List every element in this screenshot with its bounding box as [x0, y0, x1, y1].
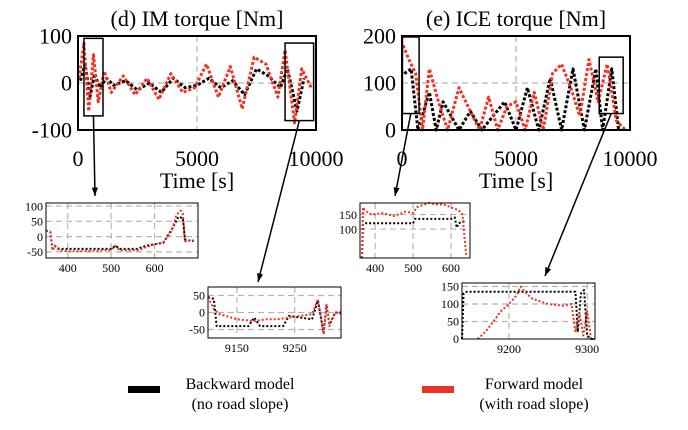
x-tick-label: 0 — [397, 146, 408, 171]
plot-frame — [461, 282, 596, 340]
chart-title: (e) ICE torque [Nm] — [426, 6, 606, 31]
y-tick-label: -100 — [32, 118, 72, 143]
zoom-arrow-head — [257, 273, 264, 282]
zoom-arrow-line — [394, 113, 412, 197]
x-tick-label: 9200 — [497, 342, 521, 356]
zoom-arrow-line — [92, 115, 96, 197]
x-axis-label: Time [s] — [160, 168, 234, 193]
series-line — [360, 216, 467, 259]
y-tick-label: 0 — [199, 306, 205, 320]
x-tick-label: 0 — [73, 146, 84, 171]
y-tick-label: 150 — [441, 280, 459, 294]
zoom-arrow-line — [544, 113, 612, 277]
plot-frame — [359, 202, 471, 259]
y-tick-label: 50 — [193, 289, 205, 303]
y-tick-label: -50 — [189, 323, 205, 337]
zoom-window-box — [83, 37, 104, 117]
y-tick-label: 0 — [453, 332, 459, 346]
zoom-arrow-head — [545, 267, 552, 276]
plot-frame — [77, 35, 317, 131]
legend-label-forward: Forward model (with road slope) — [460, 375, 608, 415]
y-tick-label: 100 — [441, 297, 459, 311]
x-tick-label: 400 — [59, 261, 77, 275]
legend-forward-line2: (with road slope) — [479, 396, 589, 413]
y-tick-label: 100 — [25, 199, 43, 213]
y-tick-label: 0 — [385, 118, 396, 143]
y-tick-label: 100 — [363, 71, 396, 96]
zoom-window-box — [401, 36, 420, 115]
chart-ice_main: 0 5000 10000 0 100 200 (e) ICE torque [Nm] Time… — [363, 6, 658, 193]
zoom-arrow-head — [393, 187, 400, 196]
y-tick-label: 100 — [339, 222, 357, 236]
legend-swatch-backward — [128, 386, 160, 393]
y-tick-label: 200 — [363, 24, 396, 49]
legend-backward-line1: Backward model — [185, 376, 295, 393]
series-line — [45, 209, 194, 253]
x-tick-label: 400 — [366, 261, 384, 275]
zoom-window-box — [598, 56, 624, 115]
y-tick-label: 100 — [39, 24, 72, 49]
legend-label-backward: Backward model (no road slope) — [166, 375, 314, 415]
y-tick-label: 50 — [31, 215, 43, 229]
chart-ice_zoom2: 9200 9300 0 50 100 150 — [441, 280, 599, 356]
zoom-arrow-line — [257, 120, 301, 283]
y-tick-label: 0 — [37, 230, 43, 244]
zoom-arrow-head — [91, 187, 98, 196]
y-tick-label: -50 — [27, 245, 43, 259]
x-tick-label: 5000 — [494, 146, 538, 171]
series-line — [207, 296, 342, 336]
x-tick-label: 10000 — [603, 146, 658, 171]
x-tick-label: 9300 — [575, 342, 599, 356]
plot-frame — [45, 202, 199, 259]
x-axis-label: Time [s] — [479, 168, 553, 193]
series-line — [401, 44, 627, 132]
series-line — [403, 67, 621, 132]
series-line — [207, 296, 341, 334]
x-tick-label: 500 — [102, 261, 120, 275]
zoom-connectors — [91, 113, 612, 283]
x-tick-label: 600 — [442, 261, 460, 275]
x-tick-label: 500 — [404, 261, 422, 275]
x-tick-label: 5000 — [175, 146, 219, 171]
x-tick-label: 600 — [146, 261, 164, 275]
series-line — [77, 41, 313, 125]
x-tick-label: 9150 — [225, 341, 249, 355]
chart-im_zoom2: 9150 9250 -50 0 50 — [189, 286, 342, 355]
x-tick-label: 9250 — [283, 341, 307, 355]
zoom-window-box — [284, 42, 315, 122]
plot-frame — [207, 286, 342, 339]
series-line — [476, 285, 595, 340]
legend-swatch-forward — [422, 386, 454, 393]
x-tick-label: 10000 — [289, 146, 344, 171]
chart-title: (d) IM torque [Nm] — [111, 6, 284, 31]
series-line — [360, 202, 468, 259]
y-tick-label: 0 — [61, 71, 72, 96]
y-tick-label: 50 — [447, 315, 459, 329]
legend-forward-line1: Forward model — [484, 376, 584, 393]
legend-backward-line2: (no road slope) — [191, 396, 289, 413]
series-line — [461, 289, 595, 340]
y-tick-label: 150 — [339, 208, 357, 222]
